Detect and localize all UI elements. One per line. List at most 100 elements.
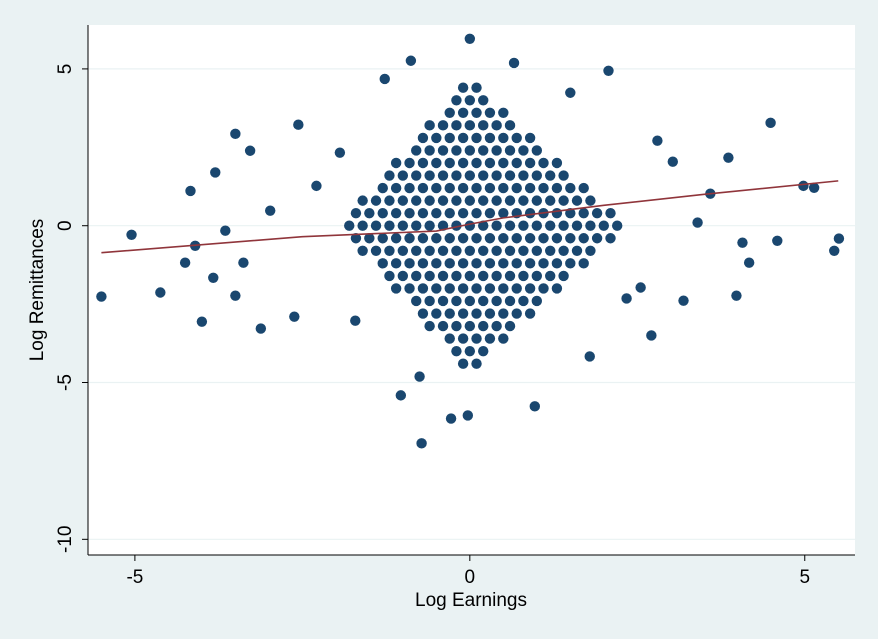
scatter-point — [350, 207, 362, 219]
scatter-point — [471, 107, 482, 119]
scatter-point — [451, 220, 462, 231]
scatter-point — [491, 320, 502, 332]
scatter-point — [585, 220, 596, 231]
scatter-point — [390, 157, 402, 169]
scatter-point — [829, 245, 840, 256]
scatter-point — [457, 233, 469, 244]
scatter-point — [478, 220, 489, 231]
scatter-point — [417, 283, 429, 294]
scatter-point — [404, 182, 415, 194]
scatter-point — [208, 272, 219, 283]
scatter-point — [431, 132, 442, 144]
scatter-point — [471, 358, 482, 369]
scatter-point — [431, 258, 442, 269]
scatter-point — [451, 95, 462, 106]
scatter-point — [405, 55, 417, 66]
scatter-point — [484, 333, 496, 344]
scatter-point — [531, 145, 543, 156]
scatter-point — [424, 270, 435, 282]
scatter-point — [451, 320, 462, 332]
scatter-point — [334, 147, 346, 158]
scatter-point — [424, 295, 435, 307]
scatter-point — [545, 170, 556, 181]
scatter-point — [478, 145, 489, 156]
scatter-point — [411, 295, 422, 307]
scatter-point — [578, 233, 589, 244]
scatter-point — [364, 233, 375, 244]
scatter-point — [538, 182, 549, 194]
scatter-point — [511, 233, 522, 244]
scatter-point — [524, 182, 536, 194]
scatter-point — [377, 258, 388, 269]
scatter-point — [397, 220, 409, 231]
scatter-point — [390, 233, 402, 244]
scatter-point — [571, 220, 583, 231]
scatter-point — [484, 207, 496, 219]
scatter-point — [504, 170, 516, 181]
x-tick-label: -5 — [126, 567, 143, 588]
scatter-point — [531, 195, 543, 206]
scatter-point — [96, 291, 107, 302]
scatter-point — [424, 245, 435, 256]
scatter-point — [558, 220, 569, 231]
scatter-point — [518, 295, 529, 307]
scatter-point — [578, 207, 589, 219]
scatter-point — [444, 132, 455, 144]
scatter-point — [558, 170, 569, 181]
scatter-point — [484, 107, 496, 119]
scatter-point — [377, 233, 388, 244]
scatter-point — [504, 295, 516, 307]
scatter-point — [411, 220, 422, 231]
scatter-point — [558, 270, 569, 282]
scatter-point — [565, 258, 576, 269]
scatter-point — [538, 157, 549, 169]
x-tick-label: 0 — [465, 567, 476, 588]
scatter-point — [384, 170, 395, 181]
scatter-point — [357, 220, 368, 231]
scatter-point — [417, 132, 429, 144]
scatter-point — [498, 233, 509, 244]
scatter-point — [737, 237, 748, 248]
scatter-point — [478, 245, 489, 256]
scatter-point — [478, 95, 489, 106]
scatter-point — [471, 283, 482, 294]
scatter-point — [491, 170, 502, 181]
scatter-point — [464, 95, 476, 106]
scatter-point — [431, 308, 442, 319]
scatter-point — [370, 245, 382, 256]
scatter-point — [350, 233, 362, 244]
scatter-point — [395, 390, 407, 401]
y-axis-label: Log Remittances — [27, 219, 48, 362]
scatter-point — [179, 257, 191, 268]
scatter-point — [414, 371, 425, 382]
scatter-point — [230, 290, 241, 301]
scatter-point — [311, 180, 322, 192]
scatter-point — [404, 283, 415, 294]
scatter-point — [798, 180, 809, 192]
scatter-point — [404, 258, 415, 269]
scatter-point — [531, 270, 543, 282]
scatter-point — [424, 120, 435, 131]
scatter-point — [511, 283, 522, 294]
scatter-point — [591, 207, 603, 219]
scatter-point — [478, 320, 489, 332]
scatter-point — [551, 283, 563, 294]
scatter-point — [491, 120, 502, 131]
y-tick-label: -5 — [55, 374, 76, 391]
scatter-point — [524, 207, 536, 219]
scatter-point — [404, 233, 415, 244]
scatter-point — [524, 233, 536, 244]
scatter-point — [478, 270, 489, 282]
scatter-point — [511, 132, 522, 144]
scatter-point — [765, 117, 776, 129]
fit-line — [101, 180, 839, 254]
scatter-point — [524, 258, 536, 269]
scatter-point — [491, 145, 502, 156]
scatter-point — [772, 235, 783, 246]
scatter-point — [457, 82, 469, 93]
scatter-point — [484, 157, 496, 169]
scatter-point — [504, 245, 516, 256]
scatter-point — [464, 320, 476, 332]
scatter-point — [504, 195, 516, 206]
